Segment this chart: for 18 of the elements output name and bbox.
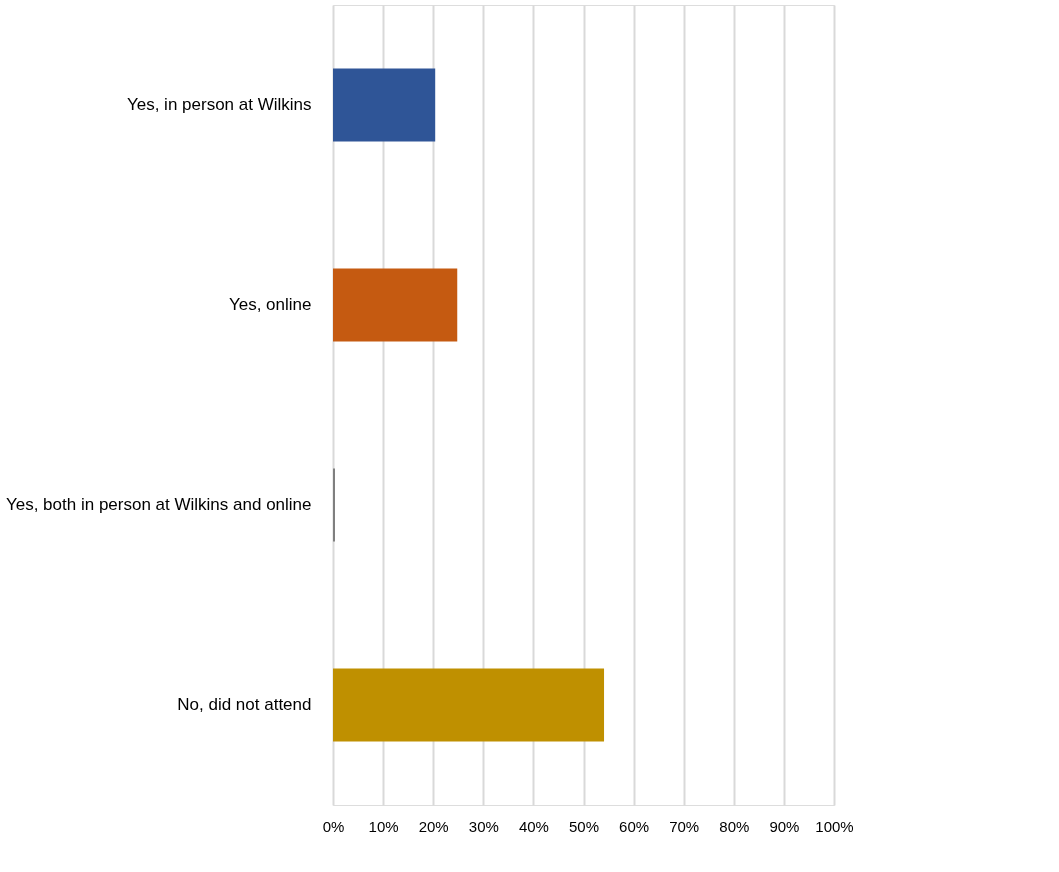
x-tick-label: 70% [669,817,700,835]
x-tick-label: 90% [769,817,800,835]
bar [333,668,605,742]
y-tick-label: Yes, in person at Wilkins [126,95,312,114]
x-tick-label: 30% [468,817,499,835]
bar [333,68,436,142]
x-tick-label: 10% [368,817,399,835]
x-tick-label: 80% [719,817,750,835]
x-tick-label: 60% [619,817,650,835]
x-tick-label: 100% [815,817,854,835]
y-tick-label: Yes, online [228,295,312,314]
x-tick-label: 0% [322,817,345,835]
x-tick-label: 50% [568,817,600,835]
y-tick-label: No, did not attend [177,695,312,714]
bar [333,268,458,342]
y-tick-label: Yes, both in person at Wilkins and online [5,495,312,514]
x-tick-label: 20% [418,817,449,835]
x-tick-label: 40% [518,817,549,835]
